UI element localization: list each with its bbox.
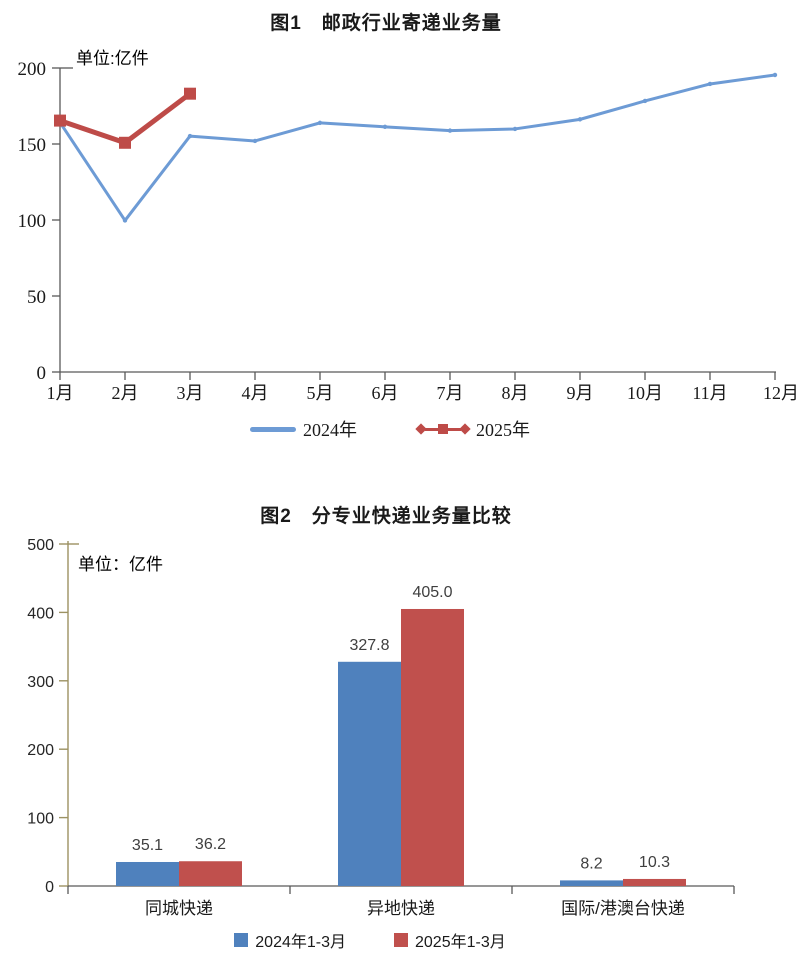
y-tick-label: 500 bbox=[27, 537, 54, 554]
y-tick-label: 150 bbox=[18, 135, 47, 156]
y-tick-label: 100 bbox=[18, 211, 47, 232]
y-tick-label: 300 bbox=[27, 674, 54, 691]
bar-value-label: 327.8 bbox=[349, 637, 389, 654]
bar-value-label: 35.1 bbox=[132, 837, 163, 854]
bar-swatch-2025 bbox=[394, 933, 408, 947]
x-tick-label: 1月 bbox=[47, 383, 74, 403]
legend-label-2025: 2025年 bbox=[476, 420, 530, 440]
category-label: 异地快递 bbox=[367, 899, 435, 918]
x-tick-label: 8月 bbox=[502, 383, 529, 403]
bar-2024年1-3月 bbox=[560, 880, 623, 886]
series-vertex bbox=[382, 124, 388, 130]
x-tick-label: 7月 bbox=[437, 383, 464, 403]
line-chart-svg: 单位:亿件 0 50 100 150 200 1月 2月 3月 4月 5月 6月 7月 8月 9月 10月 11… bbox=[18, 49, 800, 403]
bar-swatch-2024 bbox=[234, 933, 249, 947]
series-vertex bbox=[447, 128, 453, 133]
chart1-legend: 2024年 2025年 bbox=[0, 416, 790, 442]
y-tick-label: 400 bbox=[27, 605, 54, 622]
x-tick-label: 3月 bbox=[177, 383, 204, 403]
series-vertex bbox=[577, 117, 583, 122]
y-tick-label: 50 bbox=[27, 287, 46, 308]
legend-item-2025-q1: 2025年1-3月 bbox=[394, 928, 506, 952]
legend-item-2024: 2024年 bbox=[250, 416, 357, 442]
x-tick-label: 11月 bbox=[692, 383, 727, 403]
x-tick-label: 12月 bbox=[763, 383, 799, 403]
bar-value-label: 10.3 bbox=[639, 854, 670, 871]
bar-value-label: 36.2 bbox=[195, 836, 226, 853]
legend-label-2024: 2024年 bbox=[303, 420, 357, 440]
y-axis-unit-label: 单位:亿件 bbox=[76, 49, 149, 68]
bar-value-label: 405.0 bbox=[412, 584, 452, 601]
x-tick-label: 2月 bbox=[112, 383, 139, 403]
line-swatch-2024 bbox=[250, 426, 296, 432]
series-marker bbox=[54, 114, 66, 127]
legend-item-2025: 2025年 bbox=[415, 416, 530, 442]
legend-item-2024-q1: 2024年1-3月 bbox=[234, 928, 346, 952]
series-vertex bbox=[642, 98, 648, 104]
bar-2024年1-3月 bbox=[116, 861, 179, 886]
x-tick-label: 6月 bbox=[372, 383, 399, 403]
bar-value-label: 8.2 bbox=[580, 855, 602, 872]
series-line-2025年 bbox=[57, 91, 193, 146]
series-line-2024年 bbox=[58, 73, 777, 222]
series-vertex bbox=[252, 138, 258, 144]
x-tick-label: 10月 bbox=[627, 383, 663, 403]
series-vertex bbox=[707, 81, 713, 87]
bar-2025年1-3月 bbox=[623, 878, 686, 886]
series-vertex bbox=[317, 120, 323, 126]
series-marker bbox=[184, 87, 196, 100]
bar-2025年1-3月 bbox=[401, 608, 464, 886]
y-tick-label: 0 bbox=[45, 879, 54, 896]
y-axis-unit-label: 单位：亿件 bbox=[78, 555, 163, 574]
x-tick-label: 5月 bbox=[307, 383, 334, 403]
series-vertex bbox=[512, 126, 518, 132]
y-tick-label: 200 bbox=[18, 59, 47, 80]
y-tick-label: 0 bbox=[37, 363, 47, 384]
bar-2025年1-3月 bbox=[179, 861, 242, 886]
legend-label-2024-q1: 2024年1-3月 bbox=[255, 934, 346, 951]
series-marker bbox=[119, 136, 131, 149]
category-label: 国际/港澳台快递 bbox=[561, 899, 685, 918]
bar-2024年1-3月 bbox=[338, 661, 401, 886]
x-tick-label: 4月 bbox=[242, 383, 269, 403]
y-tick-label: 100 bbox=[27, 811, 54, 828]
chart1-title: 图1 邮政行业寄递业务量 bbox=[270, 13, 502, 34]
series-vertex bbox=[122, 218, 128, 223]
series-vertex bbox=[772, 72, 778, 78]
bar-chart-svg: 单位：亿件 0 100 200 300 400 500 35.1 327.8 8.2 36.2 405… bbox=[27, 537, 735, 918]
y-tick-label: 200 bbox=[27, 742, 54, 759]
category-label: 同城快递 bbox=[145, 899, 213, 918]
chart2-legend: 2024年1-3月 2025年1-3月 bbox=[0, 928, 770, 952]
line-marker-swatch-2025 bbox=[415, 423, 471, 435]
chart2-title: 图2 分专业快递业务量比较 bbox=[260, 506, 512, 527]
series-vertex bbox=[187, 133, 193, 139]
legend-label-2025-q1: 2025年1-3月 bbox=[415, 934, 506, 951]
x-tick-label: 9月 bbox=[567, 383, 594, 403]
